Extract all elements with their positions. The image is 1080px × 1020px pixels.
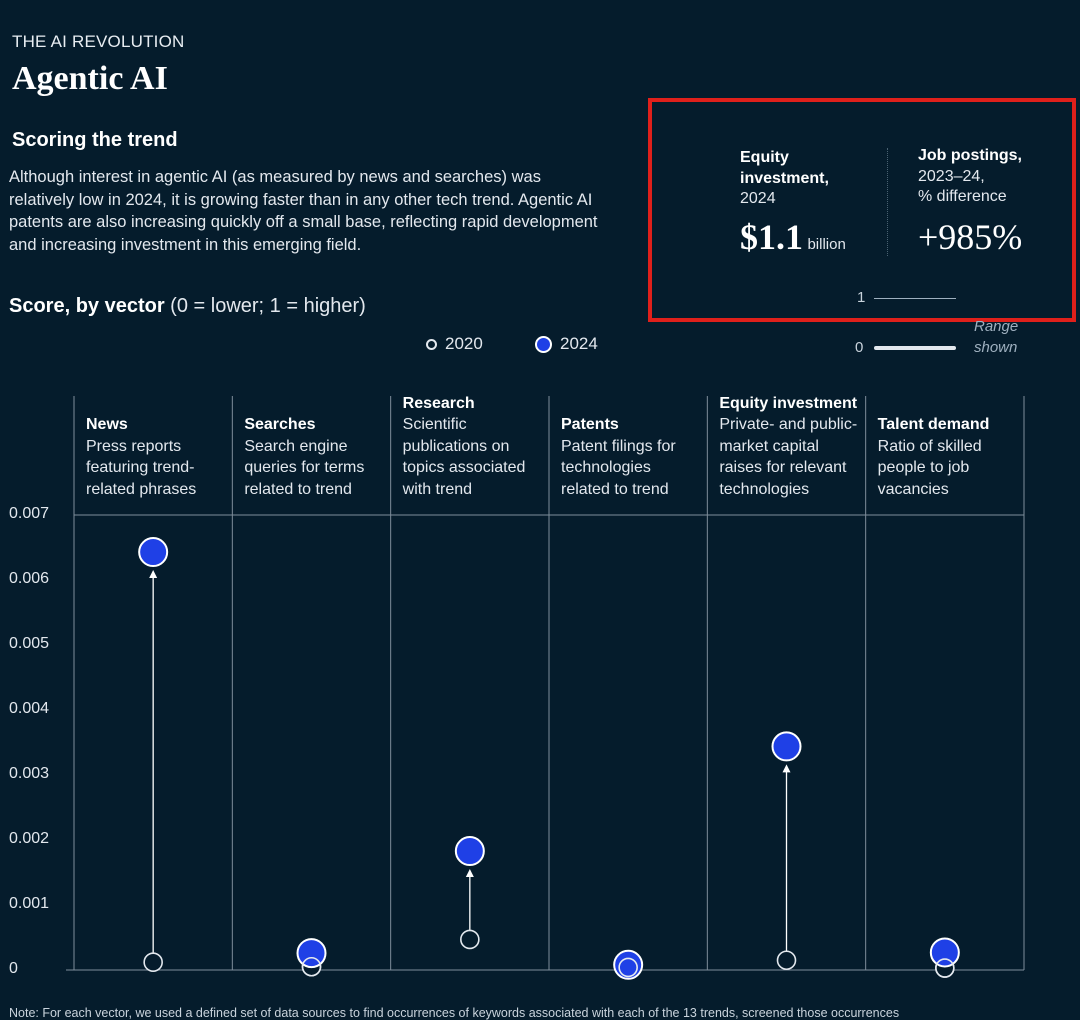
y-tick-label: 0.002	[9, 830, 50, 847]
column-header-desc: Press reports	[86, 437, 182, 455]
column-header-desc: Search engine	[244, 437, 348, 455]
column-header: Patents Patent filings for technologies rel…	[561, 414, 711, 500]
equity-value: $1.1	[740, 217, 803, 257]
column-header-title: Talent demand	[877, 416, 990, 433]
column-header-desc: queries for terms	[244, 459, 365, 476]
column-header-title: Equity investment	[719, 394, 858, 412]
range-bottom-bar	[874, 346, 956, 350]
highlight-box	[648, 98, 1076, 322]
column-header-desc: with trend	[402, 480, 473, 498]
arrow-head-icon	[782, 764, 791, 773]
column-header-desc: related phrases	[86, 480, 197, 498]
filled-circle-icon	[535, 335, 552, 353]
column-header-desc: Patent filings for	[561, 437, 676, 455]
column-header-desc: technologies	[719, 480, 810, 498]
open-circle-icon	[426, 338, 437, 350]
score-title-bold: Score, by vector	[9, 295, 165, 317]
point-2020	[143, 952, 163, 973]
point-2024	[138, 537, 169, 568]
column-header: Searches Search engine queries for terms re…	[244, 414, 394, 500]
y-tick-label: 0.005	[9, 635, 50, 652]
column-header-desc: publications on	[402, 437, 510, 455]
y-tick-label: 0	[9, 960, 18, 977]
range-label-line1: Range	[974, 318, 1019, 335]
column-header-title: Patents	[561, 416, 619, 433]
y-tick-label: 0.007	[9, 505, 50, 522]
column-header-desc: vacancies	[877, 480, 949, 498]
legend-2024: 2024	[535, 334, 598, 354]
point-2020-outline	[935, 958, 955, 978]
column-header-desc: Private- and public-	[719, 416, 858, 433]
column-header: Research Scientific publications on topics …	[403, 393, 553, 501]
column-header-desc: Scientific	[402, 416, 467, 433]
point-2020-outline	[301, 956, 322, 977]
y-tick-label: 0.006	[9, 570, 50, 587]
legend-2020: 2020	[426, 334, 483, 354]
score-title-note: (0 = lower; 1 = higher)	[164, 295, 366, 317]
column-header: Talent demand Ratio of skilled people to j…	[878, 414, 1028, 500]
column-header-desc: related to trend	[244, 480, 352, 498]
column-header: Equity investment Private- and public-mar…	[719, 393, 869, 501]
point-2020	[460, 929, 480, 950]
column-header-desc: raises for relevant	[719, 459, 847, 476]
equity-label: Equity investment, 2024	[740, 148, 829, 210]
column-header-desc: related to trend	[561, 480, 669, 498]
jobs-label: Job postings, 2023–24, % difference	[918, 146, 1022, 208]
equity-unit: billion	[807, 236, 846, 253]
column-header-desc: topics associated	[402, 459, 526, 476]
y-tick-label: 0.001	[9, 895, 50, 912]
arrow-head-icon	[149, 570, 158, 579]
range-label-line2: shown	[974, 339, 1018, 356]
point-2024	[613, 949, 644, 980]
jobs-label-line2: 2023–24,	[918, 167, 985, 185]
column-header-title: Research	[402, 394, 475, 412]
range-top-number: 1	[857, 289, 866, 306]
point-2024	[296, 938, 327, 969]
equity-label-bold-2: investment,	[740, 169, 829, 187]
range-bottom-number: 0	[855, 339, 864, 356]
point-2020	[776, 950, 797, 971]
intro-paragraph: Although interest in agentic AI (as meas…	[9, 168, 598, 254]
y-tick-label: 0.003	[9, 765, 50, 782]
column-header-desc: Ratio of skilled	[877, 437, 982, 455]
equity-stat: $1.1 billion	[740, 216, 846, 258]
kicker: THE AI REVOLUTION	[12, 32, 185, 51]
range-shown-label: Range shown	[974, 316, 1018, 358]
jobs-label-bold: Job postings,	[918, 147, 1022, 164]
column-header-title: News	[86, 416, 128, 433]
equity-label-bold-1: Equity	[740, 149, 789, 166]
point-2024	[929, 937, 960, 968]
equity-label-year: 2024	[740, 190, 776, 207]
y-tick-label: 0.004	[9, 700, 50, 717]
stat-divider	[887, 148, 888, 256]
score-title: Score, by vector (0 = lower; 1 = higher)	[9, 295, 366, 318]
point-2020-outline	[618, 957, 638, 978]
point-2024	[771, 731, 802, 762]
arrow-head-icon	[465, 869, 474, 878]
column-header-desc: people to job	[877, 459, 970, 476]
section-subhead: Scoring the trend	[12, 129, 178, 151]
legend-2020-label: 2020	[445, 334, 483, 353]
column-header-desc: featuring trend-	[86, 459, 195, 476]
column-header-desc: market capital	[719, 437, 819, 455]
point-2024	[454, 836, 485, 867]
page-title: Agentic AI	[12, 60, 168, 97]
jobs-label-line3: % difference	[918, 188, 1007, 205]
column-header: News Press reports featuring trend-related…	[86, 414, 236, 500]
column-header-title: Searches	[244, 416, 316, 433]
range-top-line	[874, 298, 956, 299]
jobs-value: +985%	[918, 217, 1023, 257]
column-header-desc: technologies	[561, 459, 651, 476]
legend-2024-label: 2024	[560, 334, 598, 353]
footnote: Note: For each vector, we used a defined…	[9, 1006, 900, 1020]
